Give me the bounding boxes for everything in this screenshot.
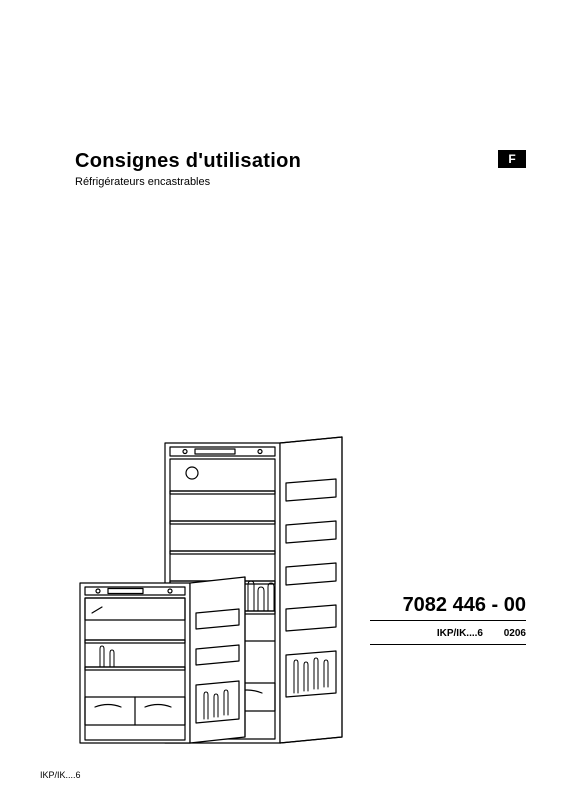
divider-top — [370, 620, 526, 621]
footer-code: IKP/IK....6 — [40, 770, 81, 780]
model-info: IKP/IK....6 0206 — [419, 628, 526, 639]
refrigerator-illustration — [70, 435, 380, 745]
manual-cover-page: Consignes d'utilisation Réfrigérateurs e… — [0, 0, 566, 800]
page-title: Consignes d'utilisation — [75, 150, 526, 173]
divider-bottom — [370, 644, 526, 645]
model-code: IKP/IK....6 — [437, 628, 483, 639]
language-badge: F — [498, 150, 526, 168]
part-number: 7082 446 - 00 — [403, 594, 526, 617]
header: Consignes d'utilisation Réfrigérateurs e… — [75, 150, 526, 188]
page-subtitle: Réfrigérateurs encastrables — [75, 176, 526, 188]
date-code: 0206 — [504, 628, 526, 639]
